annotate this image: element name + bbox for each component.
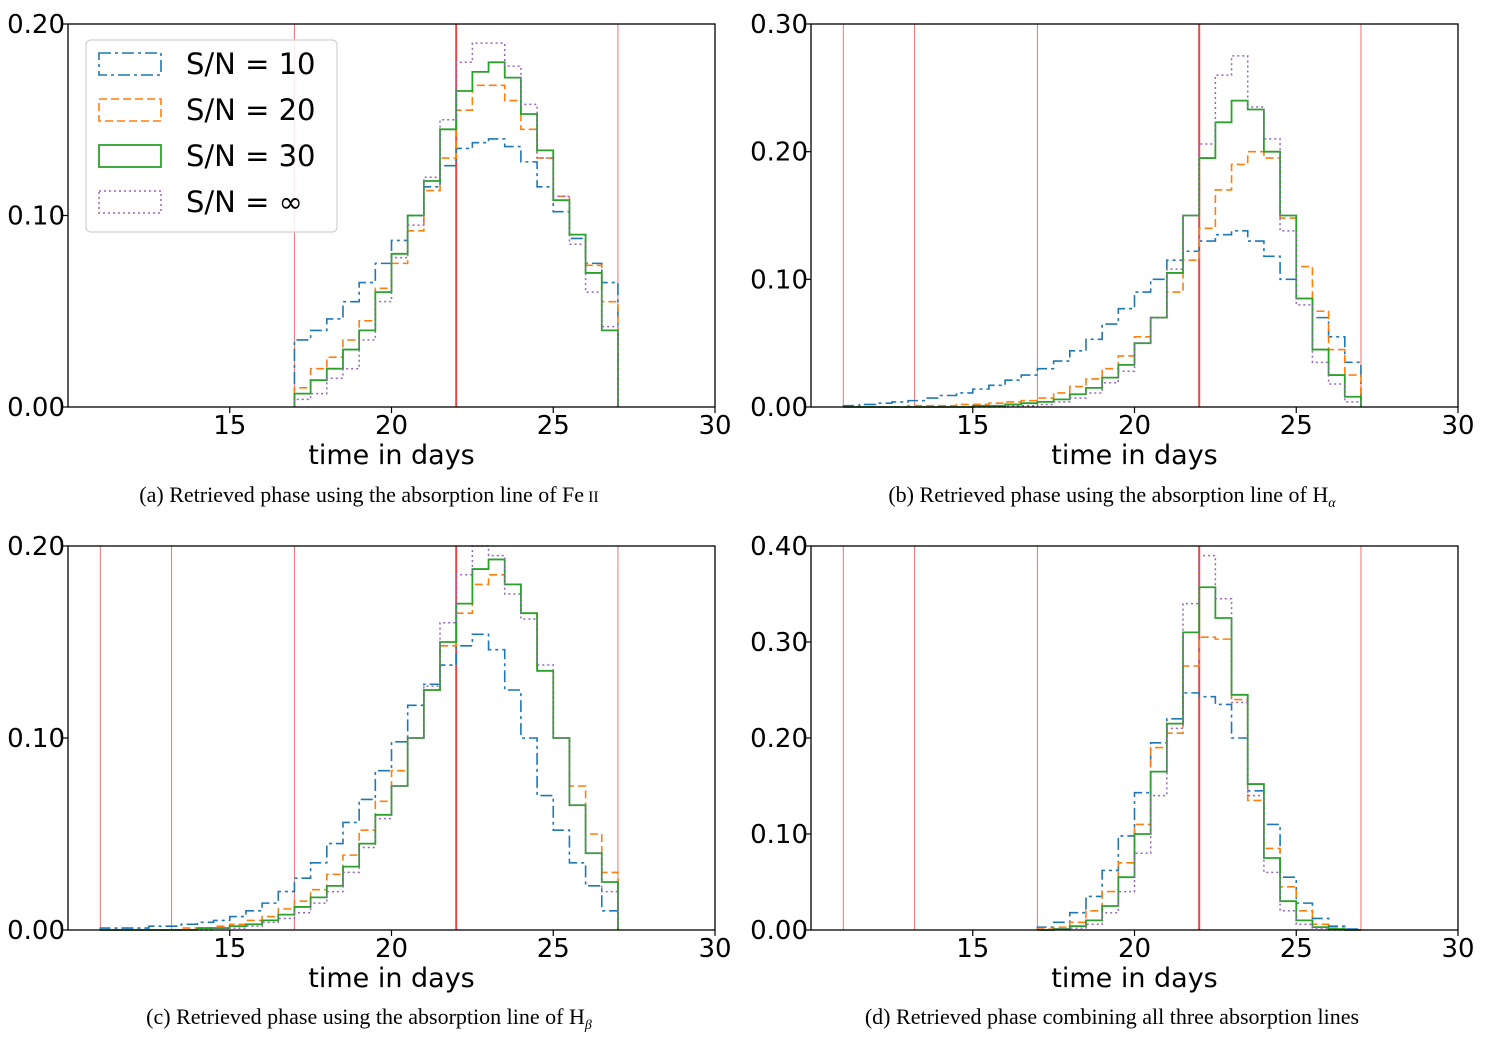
caption-subscript: α (1328, 496, 1336, 511)
x-tick-label: 30 (698, 411, 731, 441)
x-tick-label: 25 (537, 934, 570, 964)
y-tick-label: 0.00 (7, 916, 65, 946)
x-tick-label: 30 (1441, 411, 1474, 441)
legend-label-sn30: S/N = 30 (186, 139, 316, 173)
series-sn10-histogram (1036, 692, 1362, 930)
legend: S/N = 10 S/N = 20 S/N = 30 S/N = ∞ (85, 39, 338, 233)
caption-text: Retrieved phase using the absorption lin… (169, 482, 584, 507)
x-tick-label: 20 (375, 411, 408, 441)
x-axis-label: time in days (1051, 963, 1218, 994)
y-tick-label: 0.30 (750, 628, 808, 658)
x-tick-label: 30 (1441, 934, 1474, 964)
panel-a: 15 20 25 30 0.00 0.10 0.20 time in days (a) Retr… (7, 10, 731, 507)
y-tick-label: 0.20 (7, 532, 65, 562)
caption-subscript: β (584, 1018, 592, 1033)
y-tick-label: 0.00 (750, 916, 808, 946)
series-sn20-histogram (1036, 636, 1361, 931)
x-tick-label: 15 (956, 934, 989, 964)
legend-label-sninf: S/N = ∞ (186, 185, 303, 219)
y-tick-label: 0.30 (750, 10, 808, 40)
legend-swatch-sninf (98, 190, 162, 214)
y-tick-label: 0.20 (750, 138, 808, 168)
x-tick-label: 20 (1118, 934, 1151, 964)
series-sninf-histogram (843, 55, 1362, 408)
y-tick-label: 0.10 (750, 265, 808, 295)
x-axis-label: time in days (1051, 440, 1218, 471)
legend-label-sn20: S/N = 20 (186, 93, 316, 127)
x-tick-label: 15 (213, 934, 246, 964)
x-axis-label: time in days (308, 963, 475, 994)
y-tick-label: 0.00 (7, 393, 65, 423)
caption-tag: (a) (139, 482, 169, 507)
caption-c: (c) Retrieved phase using the absorption… (146, 1004, 592, 1033)
y-tick-label: 0.10 (7, 724, 65, 754)
series-sn30-histogram (843, 99, 1362, 408)
caption-d: (d) Retrieved phase combining all three … (865, 1004, 1359, 1029)
legend-label-sn10: S/N = 10 (186, 47, 316, 81)
x-axis-label: time in days (308, 440, 475, 471)
x-tick-label: 20 (375, 934, 408, 964)
y-tick-label: 0.00 (750, 393, 808, 423)
caption-tag: (d) (865, 1004, 896, 1029)
x-tick-label: 15 (213, 411, 246, 441)
caption-tag: (b) (888, 482, 919, 507)
panel-b: 15 20 25 30 0.00 0.10 0.20 0.30 time in days (b) … (750, 10, 1474, 511)
y-tick-label: 0.10 (750, 820, 808, 850)
legend-swatch-sn20 (98, 98, 162, 122)
caption-text: Retrieved phase using the absorption lin… (176, 1004, 585, 1029)
y-tick-label: 0.20 (750, 724, 808, 754)
caption-suffix: II (588, 489, 599, 506)
x-tick-label: 25 (1280, 934, 1313, 964)
x-tick-label: 15 (956, 411, 989, 441)
caption-b: (b) Retrieved phase using the absorption… (888, 482, 1336, 511)
y-tick-label: 0.20 (7, 10, 65, 40)
series-sn30-histogram (100, 558, 619, 931)
x-tick-label: 20 (1118, 411, 1151, 441)
caption-tag: (c) (146, 1004, 176, 1029)
panel-c: 15 20 25 30 0.00 0.10 0.20 time in days (c) Retr… (7, 532, 731, 1033)
x-tick-label: 25 (537, 411, 570, 441)
series-sn10-histogram (99, 633, 619, 930)
panel-d: 15 20 25 30 0.00 0.10 0.20 0.30 0.40 time in days… (750, 532, 1474, 1029)
caption-a: (a) Retrieved phase using the absorption… (139, 482, 598, 507)
legend-swatch-sn30 (98, 144, 162, 168)
legend-swatch-sn10 (98, 52, 162, 76)
y-tick-label: 0.10 (7, 202, 65, 232)
y-tick-label: 0.40 (750, 532, 808, 562)
series-sn20-histogram (100, 574, 619, 931)
caption-text: Retrieved phase using the absorption lin… (920, 482, 1329, 507)
series-sninf-histogram (100, 545, 619, 931)
series-sn30-histogram (1037, 586, 1361, 931)
caption-text: Retrieved phase combining all three abso… (896, 1004, 1359, 1029)
series-sn20-histogram (843, 150, 1362, 408)
x-tick-label: 30 (698, 934, 731, 964)
legend-box (85, 39, 338, 233)
x-tick-label: 25 (1280, 411, 1313, 441)
